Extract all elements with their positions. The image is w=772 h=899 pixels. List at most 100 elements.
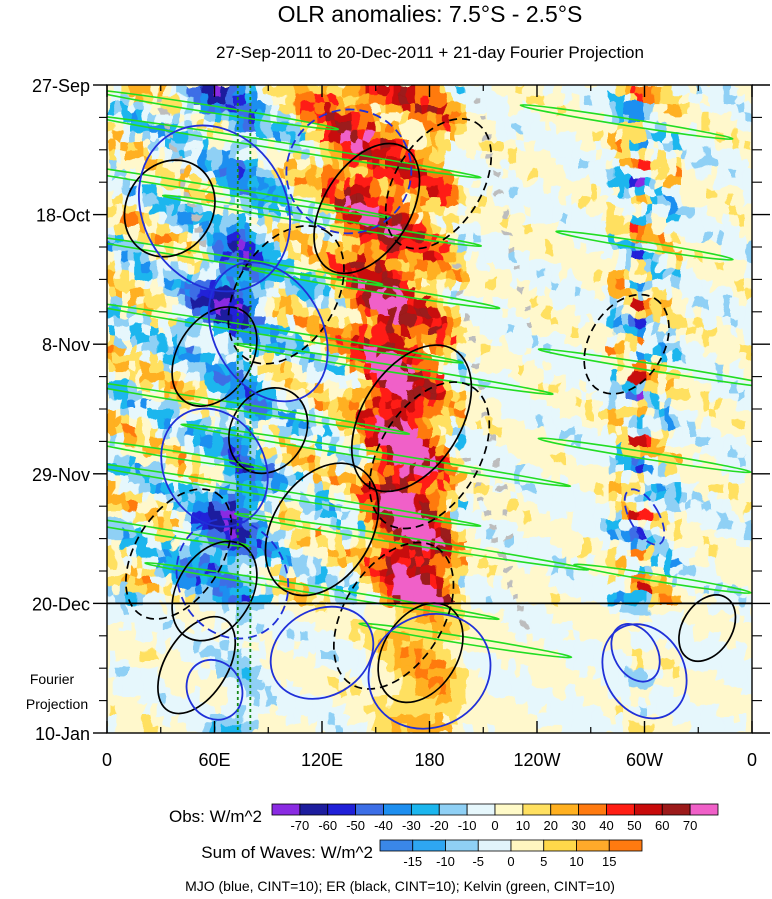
- anomaly-cell: [365, 307, 373, 318]
- anomaly-cell: [228, 436, 237, 447]
- anomaly-cell: [666, 492, 674, 503]
- anomaly-cell: [271, 242, 280, 253]
- anomaly-cell: [551, 196, 560, 206]
- anomaly-cell: [415, 196, 423, 206]
- anomaly-cell: [343, 122, 352, 132]
- anomaly-cell: [415, 464, 423, 475]
- anomaly-cell: [501, 186, 509, 197]
- anomaly-cell: [293, 473, 302, 484]
- anomaly-cell: [673, 631, 681, 642]
- anomaly-cell: [386, 325, 395, 336]
- anomaly-cell: [458, 418, 466, 429]
- anomaly-cell: [243, 325, 251, 336]
- anomaly-cell: [365, 427, 373, 438]
- anomaly-cell: [436, 149, 445, 160]
- anomaly-cell: [322, 640, 330, 651]
- anomaly-cell: [558, 362, 567, 373]
- anomaly-cell: [651, 473, 660, 484]
- anomaly-cell: [673, 233, 681, 243]
- anomaly-cell: [544, 547, 552, 558]
- anomaly-cell: [709, 103, 717, 114]
- anomaly-cell: [472, 603, 481, 614]
- anomaly-cell: [615, 473, 624, 484]
- anomaly-cell: [307, 409, 316, 419]
- anomaly-cell: [157, 547, 165, 558]
- anomaly-cell: [400, 288, 409, 299]
- er-contour: [678, 594, 737, 663]
- anomaly-cell: [537, 538, 545, 549]
- anomaly-cell: [701, 575, 710, 586]
- anomaly-cell: [429, 223, 438, 234]
- anomaly-cell: [400, 575, 409, 586]
- anomaly-cell: [293, 168, 302, 179]
- anomaly-cell: [709, 501, 717, 512]
- anomaly-cell: [644, 270, 653, 280]
- anomaly-cell: [451, 371, 459, 382]
- anomaly-cell: [701, 658, 710, 669]
- er-contour: [583, 293, 670, 395]
- anomaly-cell: [250, 677, 259, 688]
- anomaly-cell: [594, 316, 603, 327]
- anomaly-cell: [128, 427, 137, 438]
- anomaly-cell: [329, 409, 337, 419]
- anomaly-cell: [458, 159, 466, 169]
- anomaly-cell: [709, 233, 717, 243]
- waves-colorbar: -15 -10 -5 0 5 10 15: [379, 839, 643, 869]
- anomaly-cell: [214, 529, 223, 540]
- anomaly-cell: [565, 196, 574, 206]
- anomaly-cell: [322, 140, 330, 151]
- anomaly-cell: [228, 122, 237, 132]
- anomaly-cell: [694, 94, 703, 105]
- anomaly-cell: [286, 446, 294, 456]
- anomaly-cell: [601, 149, 610, 160]
- anomaly-cell: [286, 297, 294, 308]
- anomaly-cell: [365, 705, 373, 716]
- anomaly-cell: [314, 270, 323, 280]
- anomaly-cell: [565, 418, 574, 429]
- anomaly-cell: [142, 649, 151, 660]
- anomaly-cell: [658, 297, 667, 308]
- anomaly-cell: [415, 418, 423, 429]
- anomaly-cell: [680, 640, 689, 651]
- anomaly-cell: [193, 640, 201, 651]
- anomaly-cell: [386, 316, 395, 327]
- anomaly-cell: [236, 381, 244, 392]
- anomaly-cell: [515, 186, 524, 197]
- anomaly-cell: [701, 307, 710, 318]
- anomaly-cell: [623, 186, 631, 197]
- anomaly-cell: [107, 103, 115, 114]
- anomaly-cell: [307, 159, 316, 169]
- anomaly-cell: [264, 353, 273, 364]
- anomaly-cell: [744, 297, 752, 308]
- anomaly-cell: [501, 242, 509, 253]
- anomaly-cell: [257, 399, 266, 410]
- anomaly-cell: [236, 279, 244, 290]
- anomaly-cell: [107, 714, 115, 725]
- anomaly-cell: [286, 686, 294, 697]
- anomaly-cell: [615, 288, 624, 299]
- anomaly-cell: [551, 631, 560, 642]
- anomaly-cell: [314, 112, 323, 123]
- anomaly-cell: [178, 140, 187, 151]
- anomaly-cell: [472, 205, 481, 216]
- anomaly-cell: [250, 270, 259, 280]
- anomaly-cell: [357, 186, 366, 197]
- anomaly-cell: [429, 196, 438, 206]
- anomaly-cell: [529, 621, 538, 632]
- anomaly-cell: [350, 547, 359, 558]
- anomaly-cell: [608, 557, 617, 567]
- anomaly-cell: [408, 288, 416, 299]
- anomaly-cell: [551, 705, 560, 716]
- anomaly-cell: [709, 658, 717, 669]
- anomaly-cell: [314, 381, 323, 392]
- anomaly-cell: [443, 594, 452, 604]
- anomaly-cell: [350, 251, 359, 262]
- anomaly-cell: [544, 492, 552, 503]
- anomaly-cell: [615, 436, 624, 447]
- anomaly-cell: [544, 260, 552, 271]
- anomaly-cell: [350, 362, 359, 373]
- anomaly-cell: [393, 464, 402, 475]
- anomaly-cell: [723, 455, 732, 466]
- anomaly-cell: [286, 270, 294, 280]
- anomaly-cell: [623, 251, 631, 262]
